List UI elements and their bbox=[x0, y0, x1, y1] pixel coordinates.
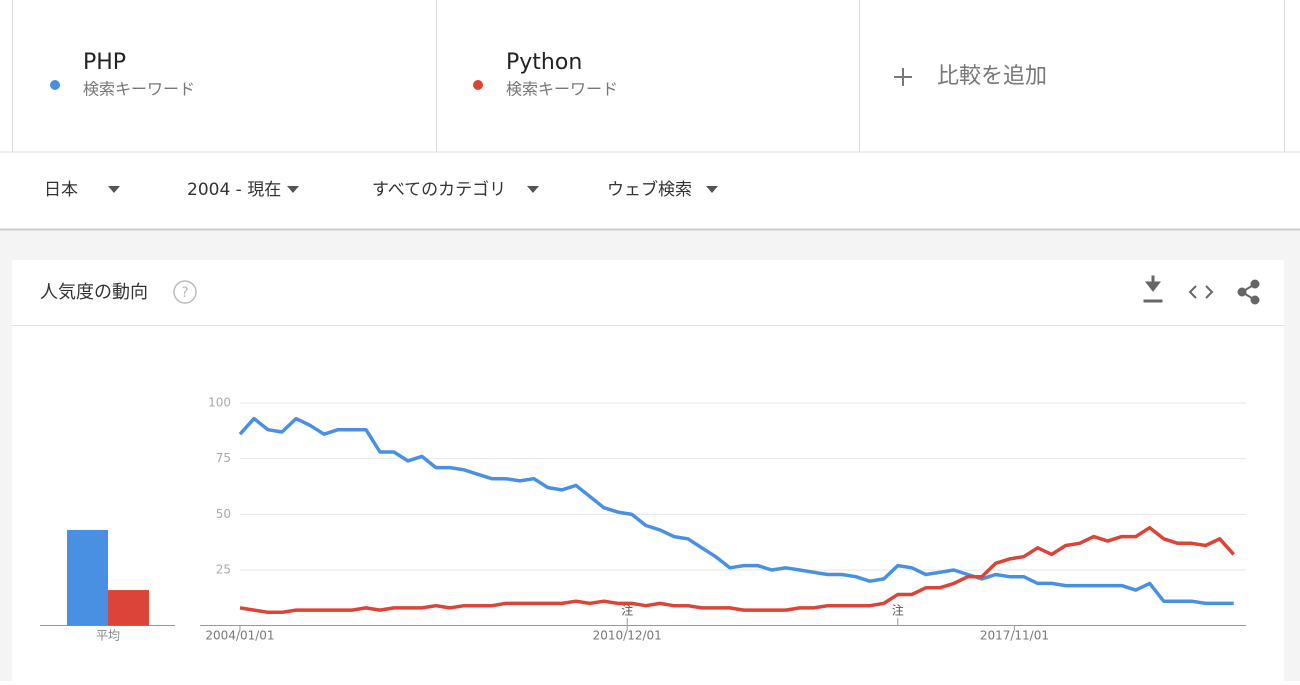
y-tick-label: 25 bbox=[216, 563, 231, 577]
download-icon[interactable] bbox=[1143, 275, 1163, 303]
annotation: 注 bbox=[621, 604, 633, 618]
legend-dot bbox=[50, 80, 60, 90]
plus-icon[interactable] bbox=[894, 68, 912, 86]
share-icon[interactable] bbox=[1237, 279, 1260, 305]
dropdown-arrow bbox=[287, 186, 299, 193]
dropdown-arrow bbox=[108, 186, 120, 193]
filter[interactable]: 2004 - 現在 bbox=[187, 180, 281, 200]
header-panel bbox=[0, 0, 1300, 229]
average-bar bbox=[67, 529, 108, 626]
add-compare[interactable]: 比較を追加 bbox=[937, 64, 1047, 89]
filter[interactable]: 日本 bbox=[44, 180, 78, 200]
y-tick-label: 50 bbox=[216, 507, 231, 521]
series-line bbox=[238, 416, 1234, 606]
x-tick-label: 2004/01/01 bbox=[205, 629, 274, 643]
filter[interactable]: ウェブ検索 bbox=[607, 179, 692, 200]
y-tick-label: 75 bbox=[216, 451, 231, 465]
series-line bbox=[239, 525, 1236, 615]
card-title: 人気度の動向 bbox=[40, 282, 148, 303]
x-tick-label: 2010/12/01 bbox=[593, 629, 662, 643]
annotation: 注 bbox=[892, 604, 904, 618]
help-icon[interactable] bbox=[173, 280, 197, 304]
embed-icon[interactable] bbox=[1188, 285, 1214, 299]
term-kind: 検索キーワード bbox=[506, 80, 618, 99]
filter[interactable]: すべてのカテゴリ bbox=[372, 179, 506, 200]
y-tick-label: 100 bbox=[208, 396, 231, 410]
dropdown-arrow bbox=[527, 186, 539, 193]
term-kind: 検索キーワード bbox=[83, 80, 195, 99]
card bbox=[12, 260, 1284, 681]
term[interactable]: Python bbox=[506, 50, 582, 75]
plot: 25 50 75 100 2004/01/01 2010/12/01 2017/11/01 注… bbox=[67, 396, 1246, 643]
legend-dot bbox=[473, 80, 483, 90]
help-icon-glyph: ? bbox=[181, 285, 188, 301]
average-bar bbox=[108, 590, 149, 626]
term[interactable]: PHP bbox=[83, 50, 126, 75]
average-label: 平均 bbox=[96, 629, 120, 643]
x-tick-label: 2017/11/01 bbox=[980, 629, 1049, 643]
dropdown-arrow bbox=[706, 186, 718, 193]
